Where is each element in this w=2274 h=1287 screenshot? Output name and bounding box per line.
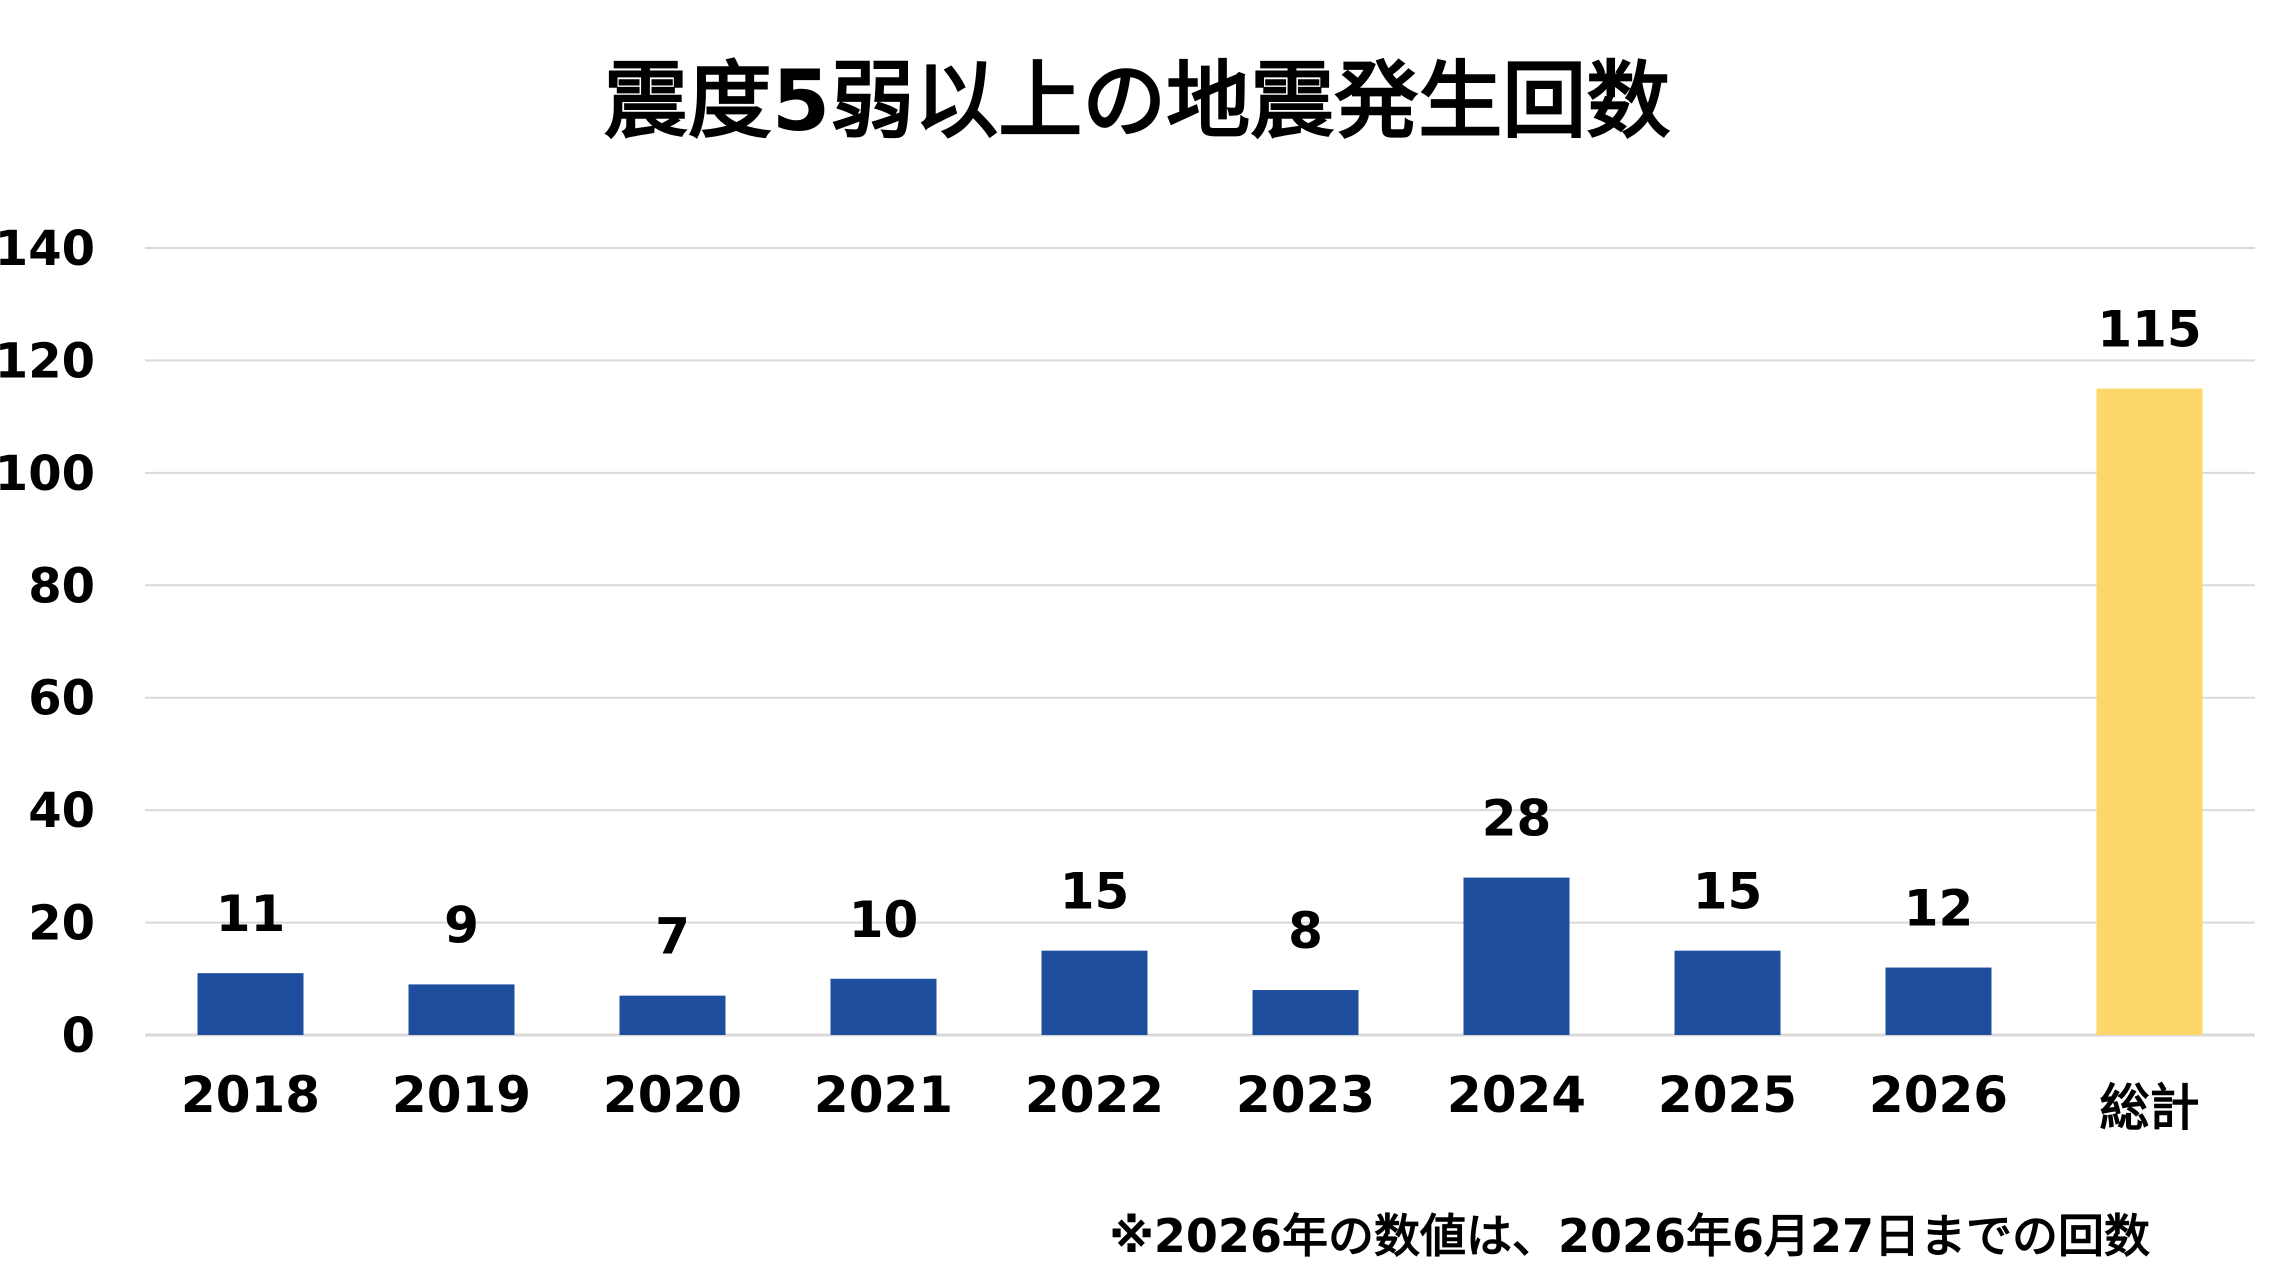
bar-2019 (408, 984, 515, 1035)
y-tick-label: 80 (28, 558, 95, 614)
footnote: ※2026年の数値は、2026年6月27日までの回数 (1109, 1209, 2150, 1263)
x-axis-ticks: 2018 2019 2020 2021 2022 2023 2024 2025 2026 総計 (181, 1066, 2200, 1137)
bar-総計 (2096, 388, 2203, 1035)
data-label: 7 (655, 908, 690, 966)
data-labels: 11 9 7 10 15 8 28 15 12 115 (216, 301, 2202, 966)
bar-2022 (1041, 950, 1148, 1035)
bars (197, 388, 2203, 1035)
data-label: 9 (444, 896, 479, 954)
y-tick-label: 60 (28, 671, 95, 727)
y-tick-label: 100 (0, 446, 95, 502)
x-tick-label: 2024 (1447, 1066, 1586, 1124)
x-tick-label: 2025 (1658, 1066, 1797, 1124)
x-tick-label: 2018 (181, 1066, 320, 1124)
x-tick-label: 2023 (1236, 1066, 1375, 1124)
data-label: 115 (2097, 301, 2201, 359)
y-tick-label: 40 (28, 783, 95, 839)
y-tick-label: 120 (0, 333, 95, 389)
bar-2018 (197, 973, 304, 1035)
y-axis-ticks: 0 20 40 60 80 100 120 140 (0, 221, 95, 1064)
data-label: 15 (1693, 863, 1763, 921)
x-tick-label: 2020 (603, 1066, 742, 1124)
data-label: 15 (1060, 863, 1130, 921)
data-label: 11 (216, 885, 286, 943)
data-label: 12 (1904, 880, 1974, 938)
x-tick-label: 総計 (2100, 1079, 2200, 1137)
bar-2025 (1674, 950, 1781, 1035)
y-tick-label: 20 (28, 896, 95, 952)
bar-2024 (1463, 877, 1570, 1035)
x-tick-label: 2021 (814, 1066, 953, 1124)
bar-2020 (619, 995, 726, 1035)
data-label: 10 (849, 891, 919, 949)
bar-2026 (1885, 967, 1992, 1035)
bar-2021 (830, 978, 937, 1035)
x-tick-label: 2026 (1869, 1066, 2008, 1124)
x-tick-label: 2019 (392, 1066, 531, 1124)
chart-title: 震度5弱以上の地震発生回数 (604, 52, 1670, 150)
bar-2023 (1252, 990, 1359, 1035)
y-tick-label: 0 (62, 1008, 95, 1064)
y-tick-label: 140 (0, 221, 95, 277)
x-tick-label: 2022 (1025, 1066, 1164, 1124)
data-label: 8 (1288, 902, 1323, 960)
data-label: 28 (1482, 790, 1552, 848)
